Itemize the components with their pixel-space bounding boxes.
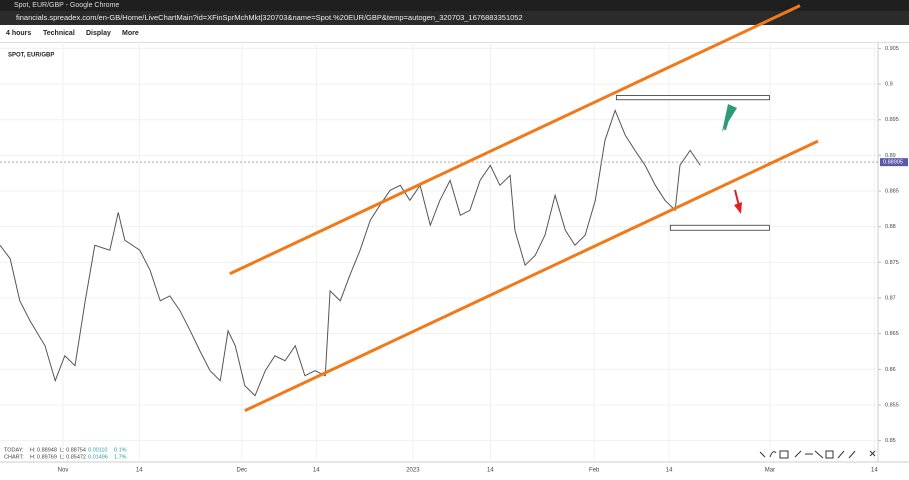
x-tick-label: Feb <box>589 468 600 474</box>
y-tick-label: 0.875 <box>885 260 899 266</box>
url[interactable]: financials.spreadex.com/en-GB/Home/LiveC… <box>16 13 523 22</box>
x-tick-label: 14 <box>871 468 878 474</box>
stat-change: 0.00110 <box>88 447 107 453</box>
stat-high: H: 0.88948 <box>30 447 57 453</box>
stat-pct: 1.7% <box>114 454 127 460</box>
last-price-label: 0.88905 <box>883 160 903 166</box>
x-tick-label: 2023 <box>406 468 420 474</box>
x-tick-label: 14 <box>666 468 673 474</box>
y-tick-label: 0.9 <box>885 82 893 88</box>
chart-title: SPOT, EUR/GBP <box>8 53 54 59</box>
drawing-tools[interactable] <box>759 450 876 459</box>
title-bar: Spot, EUR/GBP - Google Chrome <box>0 0 909 11</box>
y-tick-label: 0.89 <box>885 153 896 159</box>
y-tick-label: 0.855 <box>885 402 899 408</box>
down-arrow <box>734 202 742 214</box>
x-tick-label: 14 <box>136 468 143 474</box>
window-title: Spot, EUR/GBP - Google Chrome <box>14 2 120 9</box>
stat-change: 0.01496 <box>88 454 108 460</box>
stat-label: CHART: <box>4 454 24 460</box>
trend-line <box>229 4 801 276</box>
stat-high: H: 0.89769 <box>30 454 57 460</box>
price-line <box>0 109 701 397</box>
down-arrow-shaft <box>734 189 740 207</box>
toolbar: 4 hours Technical Display More <box>0 26 909 43</box>
y-tick-label: 0.885 <box>885 188 899 194</box>
menu-interval[interactable]: 4 hours <box>6 30 32 37</box>
trend-line <box>244 139 819 413</box>
y-tick-label: 0.88 <box>885 224 896 230</box>
stat-low: L: 0.88754 <box>60 447 86 453</box>
y-tick-label: 0.905 <box>885 46 899 52</box>
up-arrow-shaft <box>724 105 733 131</box>
x-tick-label: 14 <box>487 468 494 474</box>
zone-box <box>615 95 770 101</box>
x-tick-label: Nov <box>58 468 69 474</box>
menu-technical[interactable]: Technical <box>43 30 75 37</box>
last-price-tag <box>880 158 908 167</box>
x-tick-label: 14 <box>313 468 320 474</box>
y-tick-label: 0.86 <box>885 367 896 373</box>
y-tick-label: 0.87 <box>885 295 896 301</box>
y-tick-label: 0.865 <box>885 331 899 337</box>
x-tick-label: Dec <box>237 468 248 474</box>
stat-low: L: 0.85472 <box>60 454 86 460</box>
stat-pct: 0.1% <box>114 447 127 453</box>
menu-display[interactable]: Display <box>86 30 111 37</box>
y-tick-label: 0.85 <box>885 438 896 444</box>
y-tick-label: 0.895 <box>885 117 899 123</box>
zone-box <box>669 224 770 231</box>
stat-label: TODAY: <box>4 447 24 453</box>
url-bar[interactable]: financials.spreadex.com/en-GB/Home/LiveC… <box>0 11 909 25</box>
menu-more[interactable]: More <box>122 30 139 37</box>
x-tick-label: Mar <box>765 468 775 474</box>
